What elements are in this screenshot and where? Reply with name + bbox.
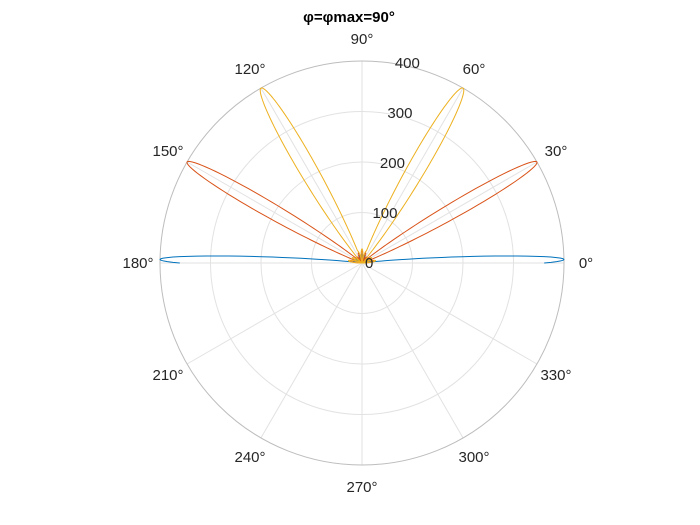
outer-ring: [159, 60, 565, 466]
series-line: [186, 160, 538, 264]
r-tick-label: 200: [380, 155, 405, 172]
series-line: [159, 253, 565, 264]
r-gridline: [260, 161, 464, 365]
theta-tick-label: 300°: [458, 449, 489, 466]
r-tick-label: 0: [365, 255, 373, 272]
theta-tick-label: 180°: [122, 255, 153, 272]
theta-tick-label: 0°: [579, 255, 593, 272]
theta-tick-label: 120°: [234, 61, 265, 78]
theta-tick-label: 90°: [351, 31, 374, 48]
chart-title: φ=φmax=90°: [303, 9, 395, 26]
theta-tick-label: 30°: [545, 143, 568, 160]
label-layer: 0° 30° 60° 90° 120° 150° 180° 210° 240° 270° 300° 3…: [122, 31, 593, 496]
polar-grid: [159, 60, 565, 466]
r-gridline: [210, 111, 514, 415]
series-layer: [159, 87, 565, 264]
theta-tick-label: 210°: [152, 367, 183, 384]
theta-tick-label: 60°: [463, 61, 486, 78]
theta-tick-label: 240°: [234, 449, 265, 466]
r-tick-label: 300: [387, 105, 412, 122]
theta-tick-label: 330°: [540, 367, 571, 384]
r-tick-label: 100: [372, 205, 397, 222]
theta-tick-label: 270°: [346, 479, 377, 496]
r-tick-label: 400: [395, 55, 420, 72]
series-line: [259, 87, 465, 264]
theta-tick-label: 150°: [152, 143, 183, 160]
r-gridline: [311, 212, 413, 314]
